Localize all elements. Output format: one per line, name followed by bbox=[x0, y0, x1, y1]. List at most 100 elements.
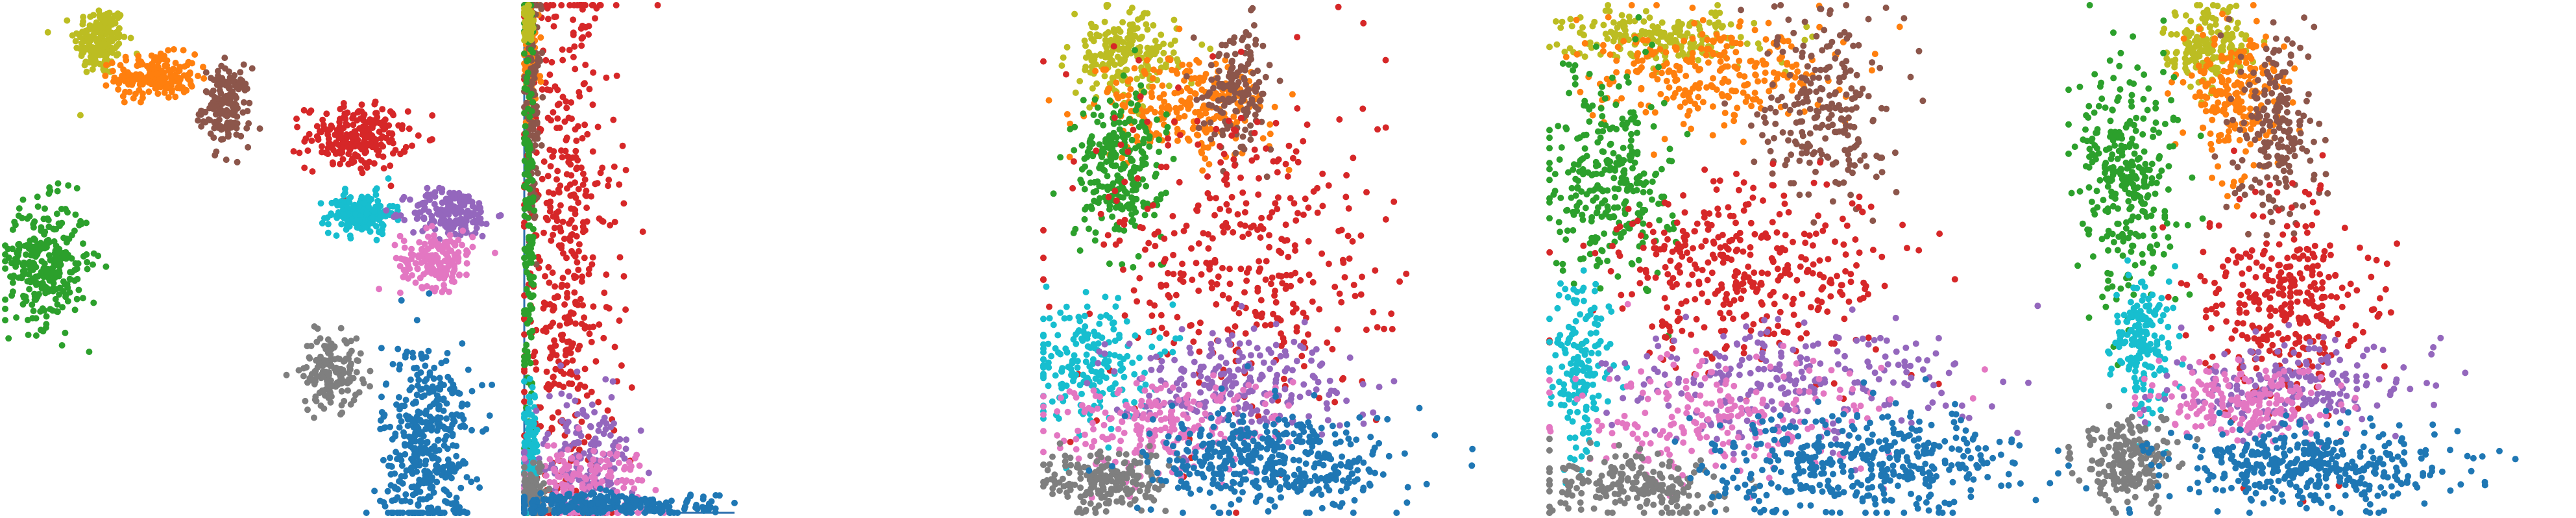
data-point bbox=[1324, 339, 1331, 346]
data-point bbox=[589, 254, 596, 261]
data-point bbox=[1204, 173, 1211, 180]
data-point bbox=[319, 149, 325, 156]
data-point bbox=[430, 416, 437, 423]
data-point bbox=[439, 199, 446, 206]
data-point bbox=[84, 258, 91, 265]
data-point bbox=[637, 427, 644, 434]
data-point bbox=[1216, 51, 1223, 58]
data-point bbox=[1261, 322, 1269, 329]
data-point bbox=[1094, 104, 1101, 111]
data-point bbox=[712, 492, 720, 499]
data-point bbox=[531, 142, 539, 149]
data-point bbox=[1223, 82, 1230, 90]
data-point bbox=[423, 225, 430, 232]
data-point bbox=[563, 171, 570, 178]
data-point bbox=[1193, 131, 1200, 138]
data-point bbox=[409, 251, 417, 258]
data-point bbox=[53, 286, 59, 293]
data-point bbox=[60, 249, 67, 256]
data-point bbox=[539, 175, 546, 182]
data-point bbox=[586, 86, 593, 93]
data-point bbox=[439, 214, 446, 221]
data-point bbox=[552, 283, 559, 290]
data-point bbox=[27, 237, 34, 244]
data-point bbox=[358, 101, 365, 108]
data-point bbox=[135, 76, 141, 83]
data-point bbox=[1149, 75, 1156, 82]
data-point bbox=[304, 406, 311, 413]
data-point bbox=[1294, 34, 1301, 41]
data-point bbox=[1263, 258, 1270, 265]
data-point bbox=[1069, 185, 1076, 191]
data-point bbox=[65, 182, 72, 189]
data-point bbox=[1115, 27, 1121, 33]
data-point bbox=[1208, 62, 1215, 69]
data-point bbox=[534, 62, 541, 69]
data-point bbox=[1215, 97, 1222, 104]
data-point bbox=[358, 193, 365, 201]
data-point bbox=[16, 205, 23, 212]
data-point bbox=[531, 349, 539, 356]
data-point bbox=[38, 258, 45, 265]
data-point bbox=[527, 20, 534, 27]
data-point bbox=[1226, 280, 1233, 288]
data-point bbox=[1244, 43, 1251, 51]
data-point bbox=[317, 200, 324, 207]
data-point bbox=[415, 132, 422, 139]
data-point bbox=[546, 393, 553, 400]
data-point bbox=[437, 386, 444, 393]
data-point bbox=[603, 74, 610, 81]
data-point bbox=[532, 359, 539, 366]
data-point bbox=[27, 264, 34, 271]
data-point bbox=[332, 131, 339, 138]
data-point bbox=[372, 98, 379, 105]
data-point bbox=[534, 57, 541, 64]
data-point bbox=[443, 400, 450, 407]
data-point bbox=[455, 249, 462, 256]
data-point bbox=[449, 421, 456, 428]
data-point bbox=[29, 301, 36, 308]
data-point bbox=[45, 223, 53, 230]
data-point bbox=[558, 245, 565, 252]
data-point bbox=[1080, 110, 1087, 117]
data-point bbox=[1289, 91, 1296, 98]
data-point bbox=[1097, 210, 1104, 217]
data-point bbox=[571, 495, 578, 502]
data-point bbox=[654, 2, 661, 8]
data-point bbox=[27, 278, 34, 286]
data-point bbox=[546, 301, 553, 308]
data-point bbox=[579, 181, 587, 188]
data-point bbox=[558, 147, 565, 154]
data-point bbox=[583, 413, 590, 420]
data-point bbox=[388, 136, 395, 143]
data-point bbox=[387, 423, 394, 430]
data-point bbox=[616, 254, 624, 261]
panel-3 bbox=[1040, 2, 1476, 516]
data-point bbox=[1234, 211, 1241, 218]
data-point bbox=[210, 87, 217, 94]
data-point bbox=[1081, 186, 1088, 193]
data-point bbox=[434, 456, 441, 463]
data-point bbox=[83, 68, 90, 75]
data-point bbox=[240, 99, 247, 106]
data-point bbox=[531, 214, 538, 221]
data-point bbox=[1256, 258, 1263, 265]
data-point bbox=[459, 340, 466, 347]
data-point bbox=[584, 130, 591, 138]
data-point bbox=[453, 495, 460, 501]
data-point bbox=[256, 125, 263, 132]
data-point bbox=[521, 245, 528, 253]
data-point bbox=[426, 290, 433, 297]
data-point bbox=[393, 254, 400, 262]
data-point bbox=[416, 209, 423, 216]
data-point bbox=[570, 31, 577, 38]
data-point bbox=[570, 310, 577, 317]
data-point bbox=[607, 473, 614, 480]
data-point bbox=[1195, 80, 1202, 87]
data-point bbox=[622, 445, 629, 452]
data-point bbox=[1208, 284, 1215, 291]
data-point bbox=[32, 236, 39, 243]
data-point bbox=[429, 252, 436, 259]
data-point bbox=[1258, 297, 1265, 304]
data-point bbox=[103, 263, 110, 270]
